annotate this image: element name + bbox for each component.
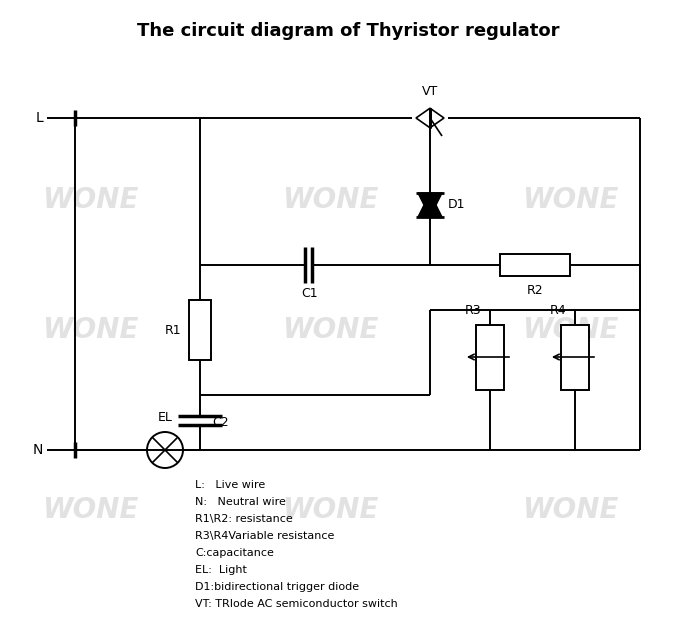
Text: D1: D1 <box>448 198 466 211</box>
Text: C1: C1 <box>301 287 318 300</box>
Text: WONE: WONE <box>42 496 139 524</box>
Text: WONE: WONE <box>282 186 378 214</box>
Bar <box>189 300 211 360</box>
Text: VT: TRIode AC semiconductor switch: VT: TRIode AC semiconductor switch <box>195 599 397 609</box>
Text: WONE: WONE <box>522 316 618 344</box>
Text: The circuit diagram of Thyristor regulator: The circuit diagram of Thyristor regulat… <box>136 22 560 40</box>
Text: L:   Live wire: L: Live wire <box>195 480 265 490</box>
Text: WONE: WONE <box>42 316 139 344</box>
Text: WONE: WONE <box>522 186 618 214</box>
Bar <box>500 254 570 276</box>
Text: N: N <box>33 443 43 457</box>
Text: WONE: WONE <box>282 316 378 344</box>
Text: WONE: WONE <box>522 496 618 524</box>
Text: D1:bidirectional trigger diode: D1:bidirectional trigger diode <box>195 582 359 592</box>
Text: R4: R4 <box>550 304 567 317</box>
Text: R1: R1 <box>164 323 181 337</box>
Text: C:capacitance: C:capacitance <box>195 548 274 558</box>
Text: WONE: WONE <box>282 496 378 524</box>
Text: R3: R3 <box>465 304 482 317</box>
Text: VT: VT <box>422 85 438 98</box>
Text: N:   Neutral wire: N: Neutral wire <box>195 497 286 507</box>
Text: WONE: WONE <box>42 186 139 214</box>
Polygon shape <box>418 193 442 217</box>
Text: EL:  Light: EL: Light <box>195 565 247 575</box>
Text: EL: EL <box>157 411 173 424</box>
Bar <box>561 325 589 390</box>
Bar <box>476 325 504 390</box>
Text: R2: R2 <box>527 284 544 297</box>
Text: L: L <box>35 111 43 125</box>
Polygon shape <box>418 193 442 217</box>
Text: R1\R2: resistance: R1\R2: resistance <box>195 514 293 524</box>
Text: R3\R4Variable resistance: R3\R4Variable resistance <box>195 531 334 541</box>
Text: C2: C2 <box>212 415 228 429</box>
